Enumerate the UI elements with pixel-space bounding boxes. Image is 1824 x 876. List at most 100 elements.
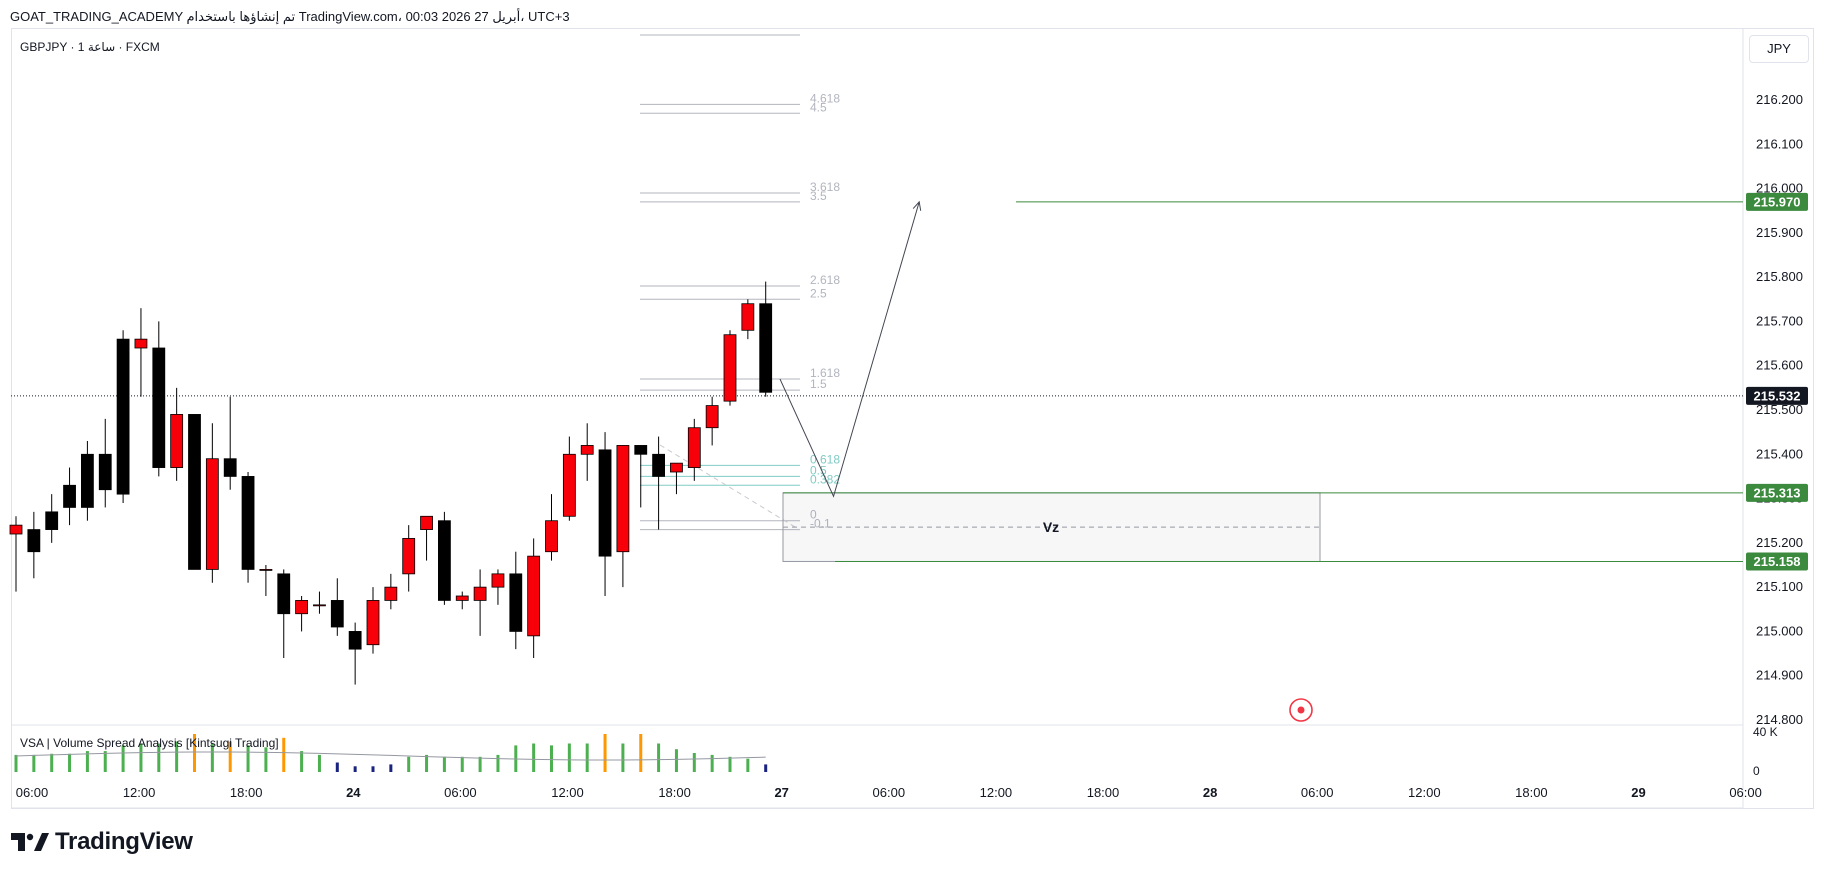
volume-bar [425,754,429,772]
candle-body [277,573,291,615]
indicator-legend[interactable]: VSA | Volume Spread Analysis [Kintsugi T… [20,736,279,750]
price-tick-label: 215.900 [1756,225,1803,240]
candle [330,578,344,636]
time-tick-label: 18:00 [658,785,691,800]
symbol-legend[interactable]: GBPJPY · 1 ساعة · FXCM [20,40,160,54]
candle [366,587,380,654]
volume-series [14,734,768,772]
volume-tick-label: 0 [1753,764,1760,778]
candle-body [348,631,362,650]
vz-zone-label: Vz [1043,519,1059,535]
time-tick-label: 06:00 [873,785,906,800]
candle [580,423,594,481]
candlestick-series [9,281,773,685]
candle [45,494,59,543]
candle [705,396,719,446]
candle [63,467,76,526]
volume-bar [728,756,732,772]
price-tick-label: 215.500 [1756,402,1803,417]
volume-bar [389,764,393,772]
volume-bar [32,754,36,772]
alert-icon[interactable] [1289,698,1313,722]
fib-trend-line [659,444,801,531]
vz-zone: Vz [782,201,1743,562]
volume-bar [496,754,500,772]
price-tick-label: 215.600 [1756,358,1803,373]
fib-level-label: 2.618 [810,273,840,287]
volume-bar [68,753,72,772]
time-tick-label: 12:00 [551,785,584,800]
candle [491,569,505,605]
price-tag: 215.532 [1746,386,1808,405]
candle-body [670,462,683,473]
candle [420,515,433,561]
price-tick-label: 214.900 [1756,668,1803,683]
time-tick-label: 12:00 [123,785,156,800]
price-tag-box [1746,552,1808,571]
candle [313,591,326,614]
projection-polyline [779,201,920,498]
candle [277,569,291,658]
candle-body [81,453,94,508]
candle [152,321,166,477]
fib-level-label: 4.618 [810,91,840,105]
fib-level-label: 1.5 [810,377,827,391]
candle [562,436,576,521]
chart-snapshot-header: GOAT_TRADING_ACADEMY تم إنشاؤها باستخدام… [10,9,570,24]
candle-body [188,414,201,570]
volume-bar [103,751,107,772]
candle-body [330,600,344,628]
price-tag-label: 215.970 [1754,194,1801,209]
volume-bar [550,745,553,772]
time-tick-label: 24 [346,785,361,800]
price-tag-box [1746,386,1808,405]
volume-bar [353,766,357,772]
volume-bar [407,756,411,772]
volume-bar [157,743,161,772]
candle-body [9,524,23,535]
candle-body [98,453,112,491]
price-tag-box [1746,483,1808,502]
price-tag-label: 215.532 [1754,388,1801,403]
price-tick-label: 216.000 [1756,181,1803,196]
volume-bar [264,747,268,772]
volume-bar [532,743,536,772]
volume-bar [50,753,54,772]
candle-body [723,334,737,402]
volume-bar [567,743,571,772]
time-tick-label: 18:00 [1087,785,1120,800]
volume-bar [175,741,179,772]
candle-body [384,586,398,601]
time-tick-label: 06:00 [16,785,49,800]
candle [652,436,665,530]
candle [509,551,523,650]
time-tick-label: 18:00 [230,785,263,800]
volume-bar [603,734,607,772]
volume-bar [85,751,89,772]
currency-button[interactable]: JPY [1749,35,1809,63]
candle-body [313,604,326,607]
candle-body [652,453,665,477]
fib-level-label: 1.618 [810,366,840,380]
volume-bar [317,754,321,772]
fibonacci-extension: 4.6184.53.6183.52.6182.51.6181.50.6180.5… [640,34,840,531]
volume-bar [139,743,143,772]
volume-bar [193,734,196,772]
candle-body [509,573,523,632]
candle-body [259,569,273,571]
volume-bar [460,756,464,772]
volume-bar [442,756,446,772]
candle-body [170,414,184,468]
fib-level-label: 0 [810,508,817,522]
volume-bar [282,737,286,772]
time-tick-label: 12:00 [1408,785,1441,800]
price-tick-label: 215.700 [1756,313,1803,328]
time-tick-label: 06:00 [1729,785,1762,800]
time-tick-label: 18:00 [1515,785,1548,800]
time-tick-label: 06:00 [444,785,477,800]
price-tag: 215.313 [1746,483,1808,502]
vz-zone-box [782,492,1321,562]
volume-bar [657,743,661,772]
volume-bar [764,764,768,772]
